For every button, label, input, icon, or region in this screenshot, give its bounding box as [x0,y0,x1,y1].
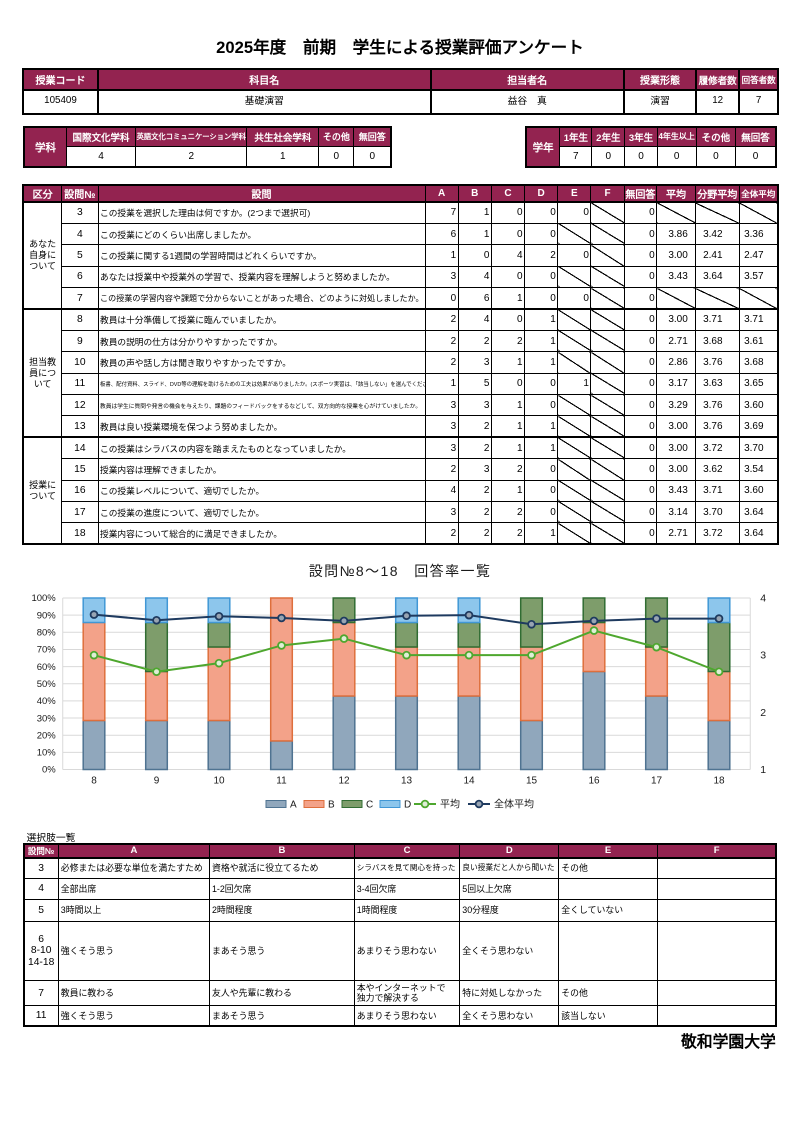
svg-text:0%: 0% [42,765,56,776]
svg-text:16: 16 [588,776,600,787]
svg-text:3: 3 [760,650,766,662]
svg-text:9: 9 [154,776,160,787]
svg-text:18: 18 [713,776,725,787]
svg-text:14: 14 [463,776,475,787]
svg-text:30%: 30% [37,713,57,724]
svg-text:80%: 80% [37,628,57,639]
svg-text:13: 13 [401,776,413,787]
svg-text:70%: 70% [37,645,57,656]
svg-text:17: 17 [651,776,663,787]
svg-text:A: A [290,800,297,811]
svg-text:15: 15 [526,776,538,787]
svg-text:60%: 60% [37,662,57,673]
svg-text:平均: 平均 [440,798,460,811]
svg-text:C: C [366,800,373,811]
svg-text:4: 4 [760,593,766,605]
svg-text:20%: 20% [37,730,57,741]
svg-text:8: 8 [91,776,97,787]
svg-text:2: 2 [760,707,766,719]
svg-text:50%: 50% [37,679,57,690]
svg-text:100%: 100% [31,593,56,604]
svg-text:90%: 90% [37,610,57,621]
svg-text:B: B [328,800,335,811]
svg-text:10%: 10% [37,748,57,759]
svg-text:1: 1 [760,764,766,776]
svg-text:全体平均: 全体平均 [494,798,534,811]
svg-text:10: 10 [213,776,225,787]
svg-text:11: 11 [276,776,287,787]
svg-text:40%: 40% [37,696,57,707]
svg-text:D: D [404,800,411,811]
svg-text:12: 12 [338,776,350,787]
